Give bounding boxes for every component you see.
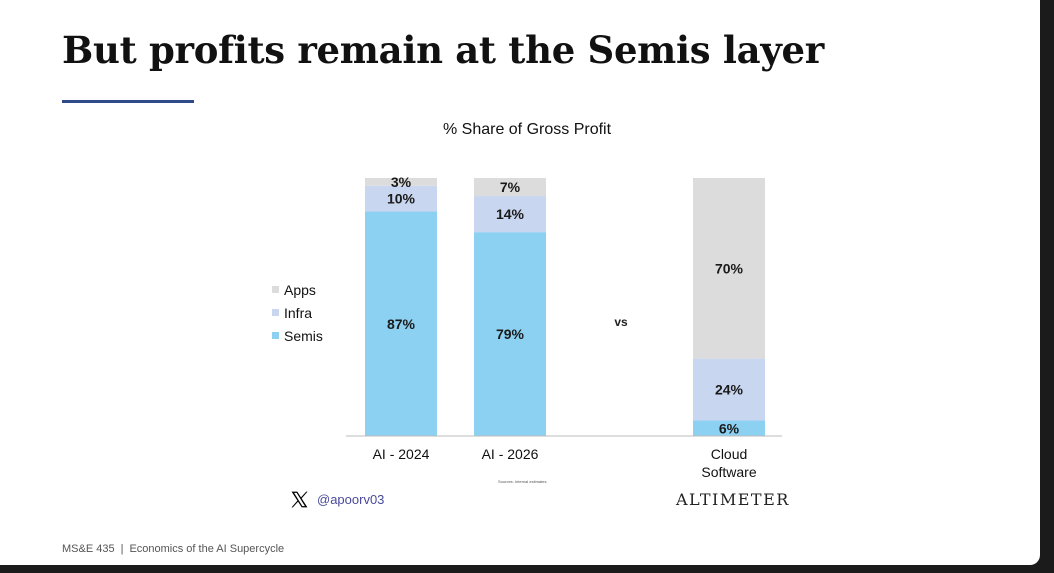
source-note: Sources: Internal estimates xyxy=(498,479,547,484)
legend-swatch-infra xyxy=(272,309,279,316)
bar-segment-apps-cloud-software xyxy=(693,178,765,359)
legend-swatch-semis xyxy=(272,332,279,339)
altimeter-logo: ALTIMETER xyxy=(676,490,790,509)
x-tick-label-ai-2026: AI - 2026 xyxy=(482,446,539,462)
x-axis-labels: AI - 2024 AI - 2026 Cloud Software xyxy=(373,446,757,480)
data-label-apps-ai-2026: 7% xyxy=(500,179,521,195)
footer-subtitle: Economics of the AI Supercycle xyxy=(129,543,285,555)
x-tick-label-cloud-software: Cloud Software xyxy=(701,446,756,480)
bar-segment-apps-ai-2024 xyxy=(365,178,437,186)
slide-title: But profits remain at the Semis layer xyxy=(62,28,824,72)
twitter-handle: @apoorv03 xyxy=(317,492,385,507)
data-label-infra-ai-2024: 10% xyxy=(387,191,416,207)
slide-footer: MS&E 435 | Economics of the AI Supercycle xyxy=(62,543,284,555)
footer-course: MS&E 435 xyxy=(62,543,115,555)
bar-segment-semis-ai-2024 xyxy=(365,211,437,436)
title-underline xyxy=(62,100,194,103)
chart-bars: 87% 10%3% 79% 14% 7% 6% 24% 70% xyxy=(365,174,765,436)
footer-separator: | xyxy=(120,543,124,555)
x-logo-icon xyxy=(290,490,309,509)
legend-swatch-apps xyxy=(272,286,279,293)
bar-segment-infra-cloud-software xyxy=(693,358,765,421)
data-label-semis-ai-2026: 79% xyxy=(496,326,525,342)
legend-label-infra: Infra xyxy=(284,305,312,321)
bar-segment-semis-cloud-software xyxy=(693,420,765,436)
legend-label-semis: Semis xyxy=(284,328,323,344)
data-label-infra-ai-2026: 14% xyxy=(496,206,525,222)
bar-segment-semis-ai-2026 xyxy=(474,232,546,436)
data-label-semis-ai-2024: 87% xyxy=(387,316,416,332)
chart-legend: Apps Infra Semis xyxy=(272,282,323,344)
bar-segment-infra-ai-2024 xyxy=(365,185,437,212)
data-label-apps-ai-2024: 3% xyxy=(391,174,412,190)
x-tick-label-ai-2024: AI - 2024 xyxy=(373,446,430,462)
data-label-apps-cloud-software: 70% xyxy=(715,260,744,276)
data-label-semis-cloud-software: 6% xyxy=(719,420,740,436)
stacked-bar-chart: % Share of Gross Profit Apps Infra Semis 8… xyxy=(272,121,782,480)
bar-segment-infra-ai-2026 xyxy=(474,196,546,233)
social-handle: @apoorv03 xyxy=(290,490,384,509)
data-label-infra-cloud-software: 24% xyxy=(715,382,744,398)
vs-separator: vs xyxy=(614,315,628,329)
chart-title: % Share of Gross Profit xyxy=(443,121,612,138)
legend-label-apps: Apps xyxy=(284,282,316,298)
bar-segment-apps-ai-2026 xyxy=(474,178,546,197)
slide: But profits remain at the Semis layer % … xyxy=(0,0,1040,565)
